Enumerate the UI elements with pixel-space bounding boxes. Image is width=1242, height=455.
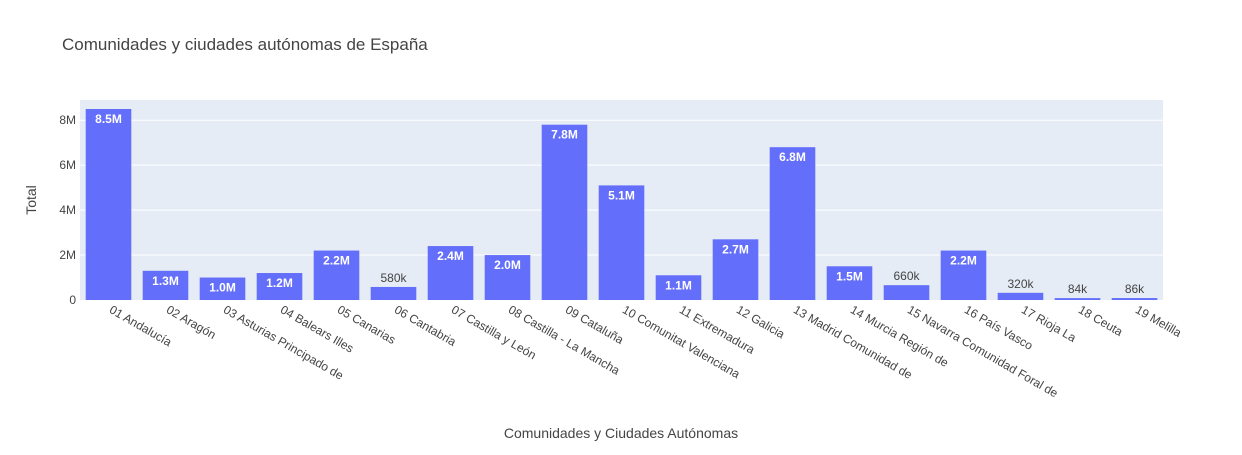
data-label: 2.4M xyxy=(437,249,464,263)
data-label: 1.2M xyxy=(266,276,293,290)
y-tick-label: 6M xyxy=(59,158,76,172)
y-tick-label: 8M xyxy=(59,113,76,127)
x-tick-label: 14 Murcia Región de xyxy=(848,302,951,370)
data-label: 580k xyxy=(380,271,407,285)
x-tick-label: 06 Cantabria xyxy=(392,302,459,349)
x-axis-title: Comunidades y Ciudades Autónomas xyxy=(504,425,738,441)
bar xyxy=(370,286,417,300)
bar xyxy=(142,270,189,300)
bar xyxy=(199,277,246,300)
x-tick-label: 01 Andalucía xyxy=(107,302,174,349)
data-label: 6.8M xyxy=(779,150,806,164)
bar xyxy=(484,255,531,300)
bar xyxy=(712,239,759,300)
bar xyxy=(826,266,873,300)
y-tick-label: 2M xyxy=(59,248,76,262)
y-tick-label: 0 xyxy=(69,293,76,307)
y-tick-label: 4M xyxy=(59,203,76,217)
data-label: 2.7M xyxy=(722,242,749,256)
data-label: 2.2M xyxy=(950,254,977,268)
data-label: 1.1M xyxy=(665,278,692,292)
bar xyxy=(997,292,1044,300)
x-tick-label: 18 Ceuta xyxy=(1076,302,1125,339)
bar xyxy=(256,273,303,300)
bar xyxy=(313,250,360,300)
data-label: 84k xyxy=(1068,282,1088,296)
bar xyxy=(883,285,930,300)
bar xyxy=(940,250,987,300)
data-label: 320k xyxy=(1007,277,1034,291)
data-label: 1.0M xyxy=(209,281,236,295)
data-label: 5.1M xyxy=(608,188,635,202)
bars xyxy=(85,108,1158,300)
y-axis-ticks: 0 2M 4M 6M 8M xyxy=(59,113,76,307)
bar xyxy=(598,185,645,300)
data-label: 660k xyxy=(893,269,920,283)
chart-title: Comunidades y ciudades autónomas de Espa… xyxy=(62,35,428,54)
bar xyxy=(769,147,816,300)
data-label: 1.3M xyxy=(152,274,179,288)
bar xyxy=(1054,298,1101,300)
data-label: 7.8M xyxy=(551,128,578,142)
bar xyxy=(1111,298,1158,300)
bar xyxy=(427,246,474,300)
data-labels: 8.5M 1.3M 1.0M 1.2M 2.2M 580k 2.4M 2.0M 7.8M 5.1M… xyxy=(95,112,1145,296)
bar xyxy=(85,108,132,300)
y-axis-title: Total xyxy=(23,185,39,215)
data-label: 1.5M xyxy=(836,269,863,283)
bar xyxy=(655,275,702,300)
data-label: 8.5M xyxy=(95,112,122,126)
data-label: 2.2M xyxy=(323,254,350,268)
x-tick-label: 19 Melilla xyxy=(1133,302,1184,340)
data-label: 2.0M xyxy=(494,258,521,272)
data-label: 86k xyxy=(1125,282,1145,296)
bar xyxy=(541,124,588,300)
